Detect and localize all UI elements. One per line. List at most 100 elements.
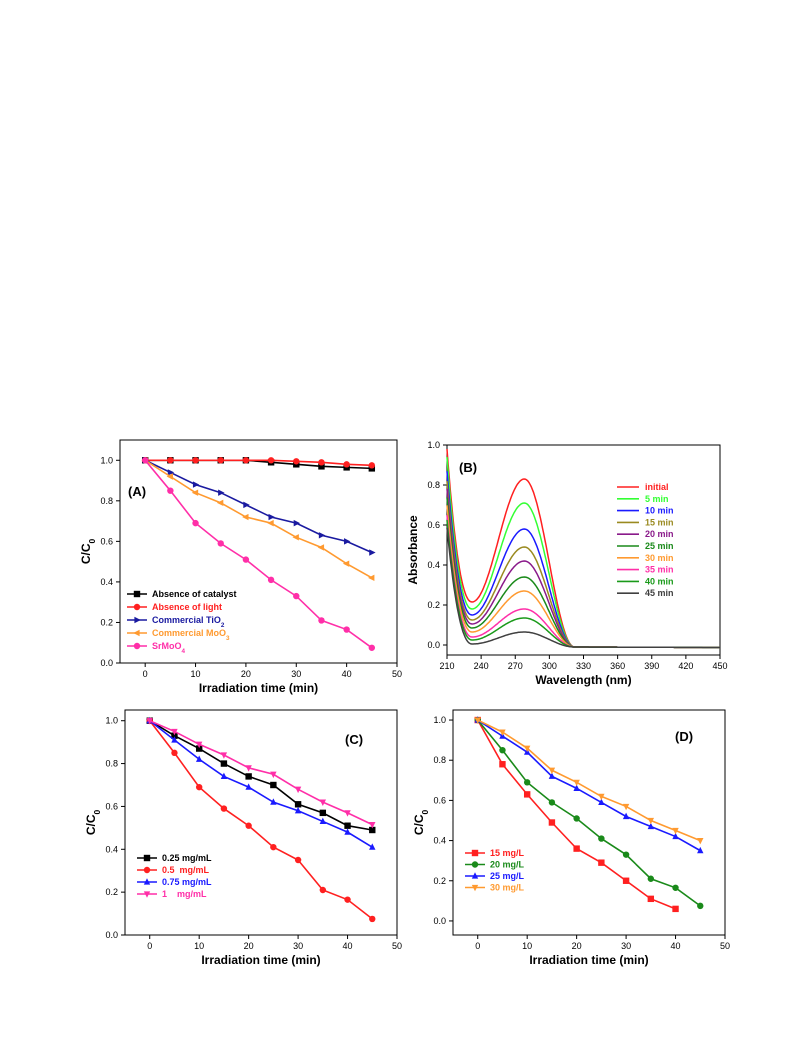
series-2 [146, 716, 376, 850]
data-point [245, 822, 252, 829]
data-point [191, 489, 199, 496]
y-tick-label: 0.6 [427, 520, 440, 530]
series-2 [142, 457, 376, 556]
plot-frame [119, 439, 398, 664]
data-point [293, 458, 300, 465]
series-1 [141, 457, 376, 469]
y-axis-label: C/C0 [79, 539, 97, 565]
x-tick-label: 50 [392, 669, 402, 679]
x-tick-label: 240 [474, 661, 489, 671]
data-point [294, 806, 302, 814]
x-axis-label: Irradiation time (min) [201, 953, 320, 967]
panel-b: 210 240 270 300 330 360 390 420 450 0.0 0.2 0.4 0.6 0… [406, 440, 728, 687]
panel-label: (C) [345, 732, 363, 747]
data-point [369, 915, 376, 923]
plot-frame [452, 709, 726, 936]
data-point [499, 761, 506, 768]
data-point [317, 544, 325, 551]
data-point [573, 845, 580, 852]
data-point [167, 469, 175, 476]
y-tick-label: 0.8 [433, 755, 446, 765]
data-point [167, 457, 174, 464]
y-tick-label: 0.4 [433, 836, 446, 846]
x-tick-label: 0 [143, 669, 148, 679]
legend-label: 15 mg/L [490, 848, 525, 858]
data-point [242, 457, 250, 464]
data-point [245, 783, 252, 790]
legend-label: 40 min [645, 576, 674, 586]
x-tick-label: 390 [644, 661, 659, 671]
data-point [192, 457, 199, 464]
data-point [270, 843, 277, 851]
legend-label: 20 min [645, 529, 674, 539]
data-point [647, 875, 655, 882]
data-point [622, 812, 630, 820]
x-tick-label: 10 [194, 941, 204, 951]
data-point [523, 745, 531, 752]
x-tick-label: 40 [342, 669, 352, 679]
data-point [267, 519, 274, 527]
data-point [195, 755, 203, 762]
panel-d: 0 10 20 30 40 50 0.0 0.2 0.4 0.6 0.8 1.0 Irradiation… [412, 709, 730, 967]
data-point [622, 851, 630, 858]
data-point [268, 513, 275, 521]
data-point [647, 822, 655, 830]
data-point [598, 798, 605, 806]
x-tick-label: 420 [678, 661, 693, 671]
data-point [697, 846, 704, 854]
panel-a: 0 10 20 30 40 50 0.0 0.2 0.4 0.6 0.8 1.0 Irradiation… [79, 439, 402, 695]
series-line [477, 719, 701, 907]
data-point [672, 884, 679, 891]
data-point [245, 773, 252, 780]
data-point [171, 736, 178, 743]
x-tick-label: 330 [576, 661, 591, 671]
data-point [195, 783, 203, 791]
data-point [242, 556, 250, 563]
data-point [195, 741, 203, 749]
data-point [195, 745, 203, 752]
data-point [573, 815, 580, 822]
data-point [294, 801, 302, 808]
data-point [294, 856, 302, 864]
legend-label: 30 mg/L [490, 883, 525, 893]
panel-label: (A) [128, 484, 146, 499]
data-point [647, 895, 655, 903]
x-tick-label: 0 [147, 941, 152, 951]
series-line [144, 459, 373, 554]
panel-label: (D) [675, 729, 693, 744]
x-tick-label: 270 [508, 661, 523, 671]
x-tick-label: 10 [191, 669, 201, 679]
spectrum-line [446, 497, 720, 649]
x-tick-label: 0 [475, 941, 480, 951]
y-tick-label: 0.2 [433, 876, 446, 886]
data-point [523, 779, 531, 786]
legend-marker [143, 878, 151, 885]
legend-label: 20 mg/L [490, 860, 525, 870]
legend-marker [133, 642, 141, 650]
series-4 [141, 457, 376, 651]
y-axis-label: C/C0 [412, 810, 430, 836]
y-tick-label: 0.4 [105, 844, 118, 854]
x-axis-label: Irradiation time (min) [199, 681, 318, 695]
data-point [344, 828, 351, 835]
legend-label: Absence of light [152, 602, 222, 612]
legend-label: Commercial TiO2 [152, 615, 225, 629]
data-point [293, 592, 300, 600]
data-point [294, 786, 302, 794]
panel-label: (B) [459, 460, 477, 475]
x-axis-label: Wavelength (nm) [535, 673, 631, 687]
data-point [499, 746, 506, 754]
data-point [368, 574, 375, 582]
x-tick-label: 360 [610, 661, 625, 671]
data-point [270, 771, 277, 779]
data-point [548, 767, 556, 775]
data-point [369, 843, 376, 850]
spectrum-line [446, 520, 720, 649]
legend-label: 0.25 mg/mL [162, 853, 212, 863]
data-point [216, 499, 224, 507]
spectrum-line [446, 515, 720, 649]
legend-label: initial [645, 482, 669, 492]
panel-c: 0 10 20 30 40 50 0.0 0.2 0.4 0.6 0.8 1.0 Irradiation… [84, 709, 402, 967]
legend-label: 45 min [645, 588, 674, 598]
series-line [144, 459, 373, 649]
